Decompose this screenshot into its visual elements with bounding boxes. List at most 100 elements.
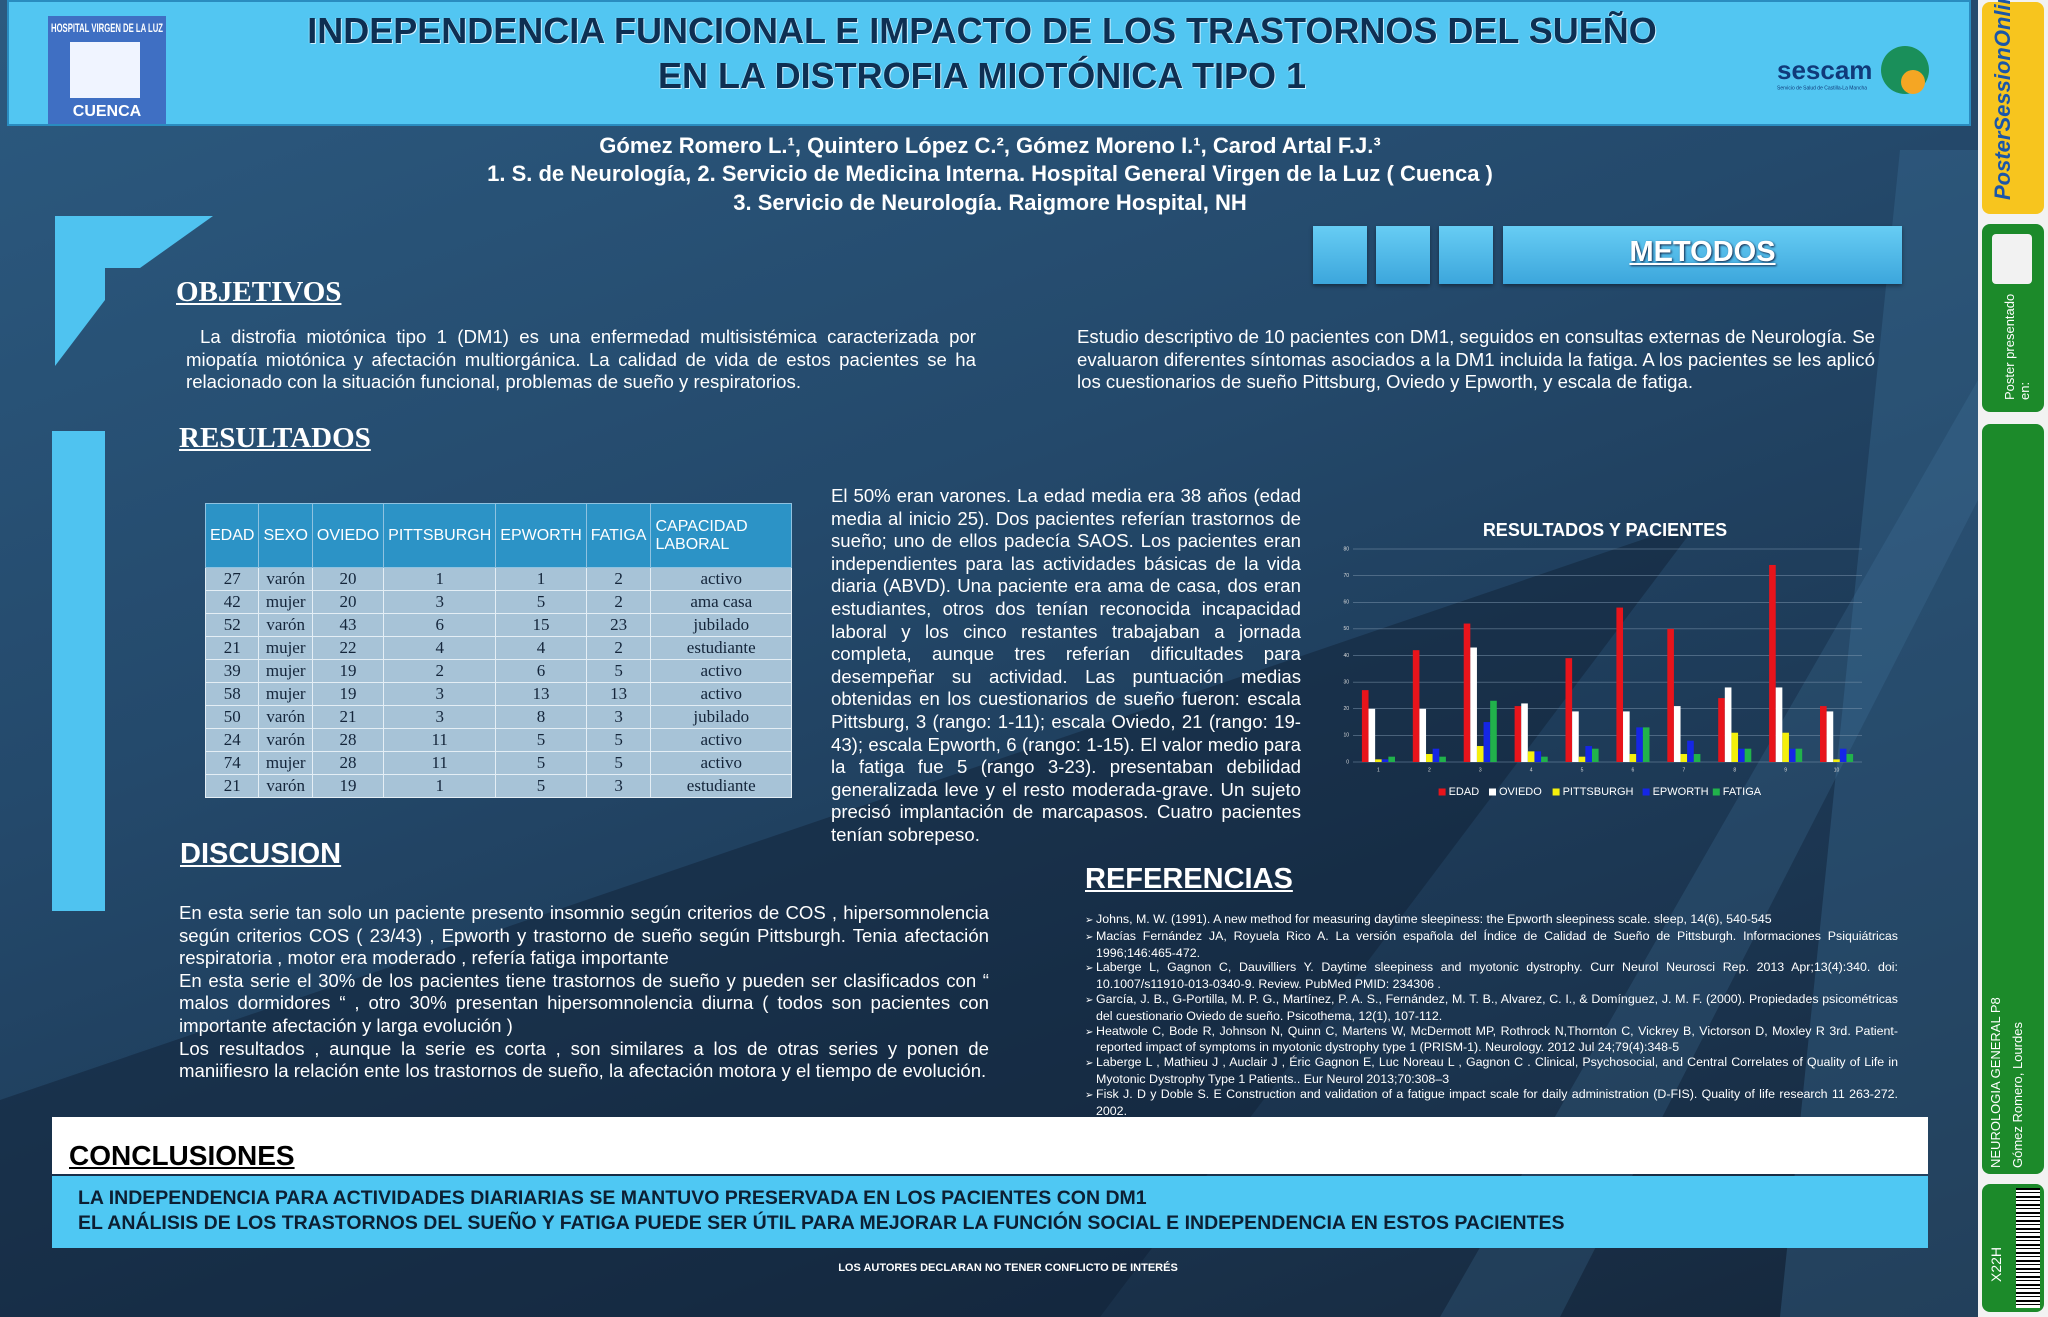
bar (1388, 756, 1395, 762)
conclusiones-header (52, 1117, 1928, 1174)
y-tick-label: 20 (1343, 706, 1349, 712)
sidebar-logo-box (1982, 2, 2044, 214)
bar (1541, 756, 1548, 762)
conclusion-line: LA INDEPENDENCIA PARA ACTIVIDADES DIARIA… (78, 1187, 1147, 1209)
table-cell: 19 (311, 659, 385, 683)
bar (1623, 711, 1630, 762)
x-tick-label: 8 (1733, 767, 1736, 773)
bar (1585, 746, 1592, 762)
table-cell: 4 (383, 636, 497, 660)
bar (1578, 756, 1586, 762)
bar (1439, 756, 1446, 762)
bar (1419, 708, 1427, 762)
table-row: 39 mujer 19 2 6 5 activo (204, 659, 792, 683)
bar (1782, 732, 1789, 762)
y-tick-label: 60 (1343, 600, 1349, 606)
y-tick-label: 50 (1343, 626, 1349, 632)
x-tick-label: 5 (1581, 767, 1584, 773)
objetivos-text: La distrofia miotónica tipo 1 (DM1) es u… (186, 326, 976, 393)
table-cell: varón (258, 728, 313, 752)
bar (1680, 754, 1688, 762)
discusion-paragraph: En esta serie el 30% de los pacientes ti… (179, 969, 989, 1036)
decor-square (1439, 226, 1493, 284)
table-header-cell: EDAD (204, 503, 260, 568)
bar (1833, 759, 1840, 762)
metodos-bar (1503, 226, 1902, 284)
section-heading: DISCUSION (180, 838, 342, 870)
table-cell: 13 (585, 682, 652, 706)
table-cell: 1 (383, 567, 497, 591)
header-band (7, 0, 1971, 126)
bar (1846, 754, 1854, 762)
bar (1636, 727, 1643, 762)
table-cell: varón (258, 705, 313, 729)
legend-label: EPWORTH (1653, 786, 1709, 798)
table-row: 58 mujer 19 3 13 13 activo (204, 682, 792, 706)
sidebar-presented: Poster presentado en: (2002, 293, 2032, 400)
decor-square (1313, 226, 1367, 284)
table-cell: 6 (383, 613, 497, 637)
section-heading: RESULTADOS (179, 422, 371, 454)
sidebar-box (1982, 424, 2044, 1174)
table-cell: 5 (495, 590, 587, 614)
table-cell: jubilado (650, 613, 792, 637)
table-cell: estudiante (650, 774, 792, 798)
table-cell: 27 (204, 567, 260, 591)
chart-title: RESULTADOS Y PACIENTES (1483, 520, 1727, 540)
table-cell: 8 (495, 705, 587, 729)
table-cell: 52 (204, 613, 260, 637)
table-header-cell: FATIGA (585, 503, 652, 568)
title-line: INDEPENDENCIA FUNCIONAL E IMPACTO DE LOS… (307, 10, 1657, 51)
bar (1667, 628, 1674, 762)
bar (1426, 754, 1433, 762)
bar (1565, 658, 1573, 762)
metodos-text: Estudio descriptivo de 10 pacientes con … (1077, 326, 1875, 393)
discusion-text: En esta serie tan solo un paciente prese… (179, 902, 989, 1083)
bar (1731, 732, 1739, 762)
x-tick-label: 10 (1834, 767, 1840, 773)
table-cell: 5 (495, 774, 587, 798)
y-tick-label: 30 (1343, 679, 1349, 685)
event-logo (1992, 234, 2032, 284)
table-cell: varón (258, 774, 313, 798)
table-cell: activo (650, 567, 792, 591)
bar (1673, 706, 1681, 762)
legend-swatch (1712, 788, 1720, 796)
bar (1724, 687, 1732, 762)
decor-square (1376, 226, 1430, 284)
legend-label: EDAD (1449, 786, 1480, 798)
bar (1375, 759, 1382, 762)
hospital-logo-bottom: CUENCA (73, 103, 142, 120)
table-cell: 2 (585, 636, 652, 660)
bar (1514, 706, 1522, 762)
table-cell: 50 (204, 705, 260, 729)
legend-swatch (1642, 788, 1650, 796)
table-header-cell: EPWORTH (495, 503, 587, 568)
barcode (2016, 1188, 2040, 1308)
table-cell: 3 (383, 705, 497, 729)
table-cell: 3 (383, 590, 497, 614)
authors: Gómez Romero L.¹, Quintero López C.², Gó… (599, 133, 1381, 158)
bar (1476, 746, 1484, 762)
x-tick-label: 2 (1428, 767, 1431, 773)
reference: Laberge L , Mathieu J , Auclair J , Éric… (1085, 1055, 1898, 1087)
title-line: EN LA DISTROFIA MIOTÓNICA TIPO 1 (658, 55, 1306, 96)
references-list: Johns, M. W. (1991). A new method for me… (1085, 912, 1898, 1118)
bar (1527, 751, 1535, 762)
x-tick-label: 9 (1784, 767, 1787, 773)
section-heading: OBJETIVOS (176, 276, 342, 308)
table-cell: estudiante (650, 636, 792, 660)
bar (1769, 564, 1776, 762)
table-cell: 3 (383, 682, 497, 706)
sidebar: PosterSessionOnline Poster presentado en… (1978, 0, 2048, 1317)
x-tick-label: 6 (1632, 767, 1635, 773)
affiliation: 3. Servicio de Neurología. Raigmore Hosp… (733, 190, 1247, 215)
legend-swatch (1438, 788, 1446, 796)
table-cell: mujer (258, 590, 313, 614)
bar (1839, 748, 1847, 762)
footer-note: LOS AUTORES DECLARAN NO TENER CONFLICTO … (838, 1262, 1178, 1274)
table-row: 21 mujer 22 4 4 2 estudiante (204, 636, 792, 660)
table-row: 27 varón 20 1 1 2 activo (204, 567, 792, 591)
table-header-cell: SEXO (258, 503, 313, 568)
x-tick-label: 1 (1377, 767, 1380, 773)
